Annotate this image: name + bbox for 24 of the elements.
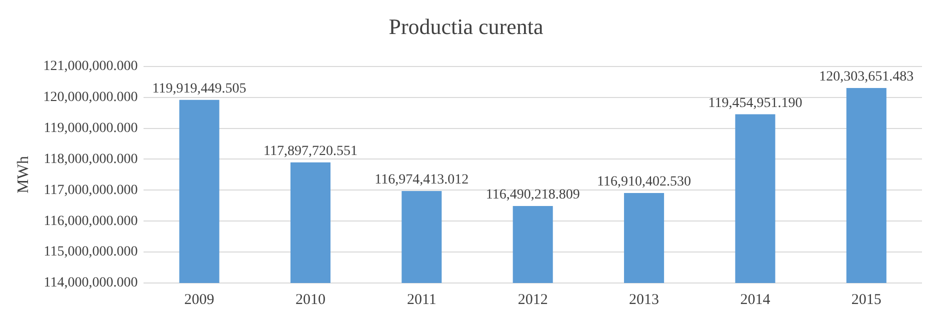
y-tick-label: 121,000,000.000 — [43, 59, 138, 74]
x-tick-label: 2015 — [851, 292, 882, 308]
x-tick-label: 2011 — [406, 292, 436, 308]
y-tick-label: 118,000,000.000 — [44, 152, 138, 167]
y-tick-label: 115,000,000.000 — [44, 244, 138, 260]
data-label: 116,974,413.012 — [374, 172, 469, 188]
data-label: 116,490,218.809 — [486, 188, 580, 203]
x-tick-label: 2014 — [740, 292, 771, 308]
y-tick-label: 116,000,000.000 — [44, 214, 138, 229]
y-tick-label: 117,000,000.000 — [44, 182, 138, 198]
x-tick-label: 2010 — [295, 292, 326, 308]
y-tick-label: 119,000,000.000 — [44, 120, 138, 136]
x-tick-label: 2012 — [518, 292, 548, 308]
y-tick-label: 114,000,000.000 — [44, 276, 138, 291]
x-tick-label: 2013 — [629, 292, 660, 308]
y-tick-label: 120,000,000.000 — [43, 90, 138, 106]
x-tick-label: 2009 — [184, 292, 214, 308]
data-label: 117,897,720.551 — [263, 144, 358, 160]
data-label: 116,910,402.530 — [597, 174, 692, 190]
data-label: 120,303,651.483 — [819, 70, 914, 85]
data-label: 119,919,449.505 — [152, 82, 246, 97]
data-label: 119,454,951.190 — [708, 96, 802, 111]
y-axis-title: MWh — [14, 156, 32, 194]
chart-title: Productia curenta — [388, 14, 544, 39]
